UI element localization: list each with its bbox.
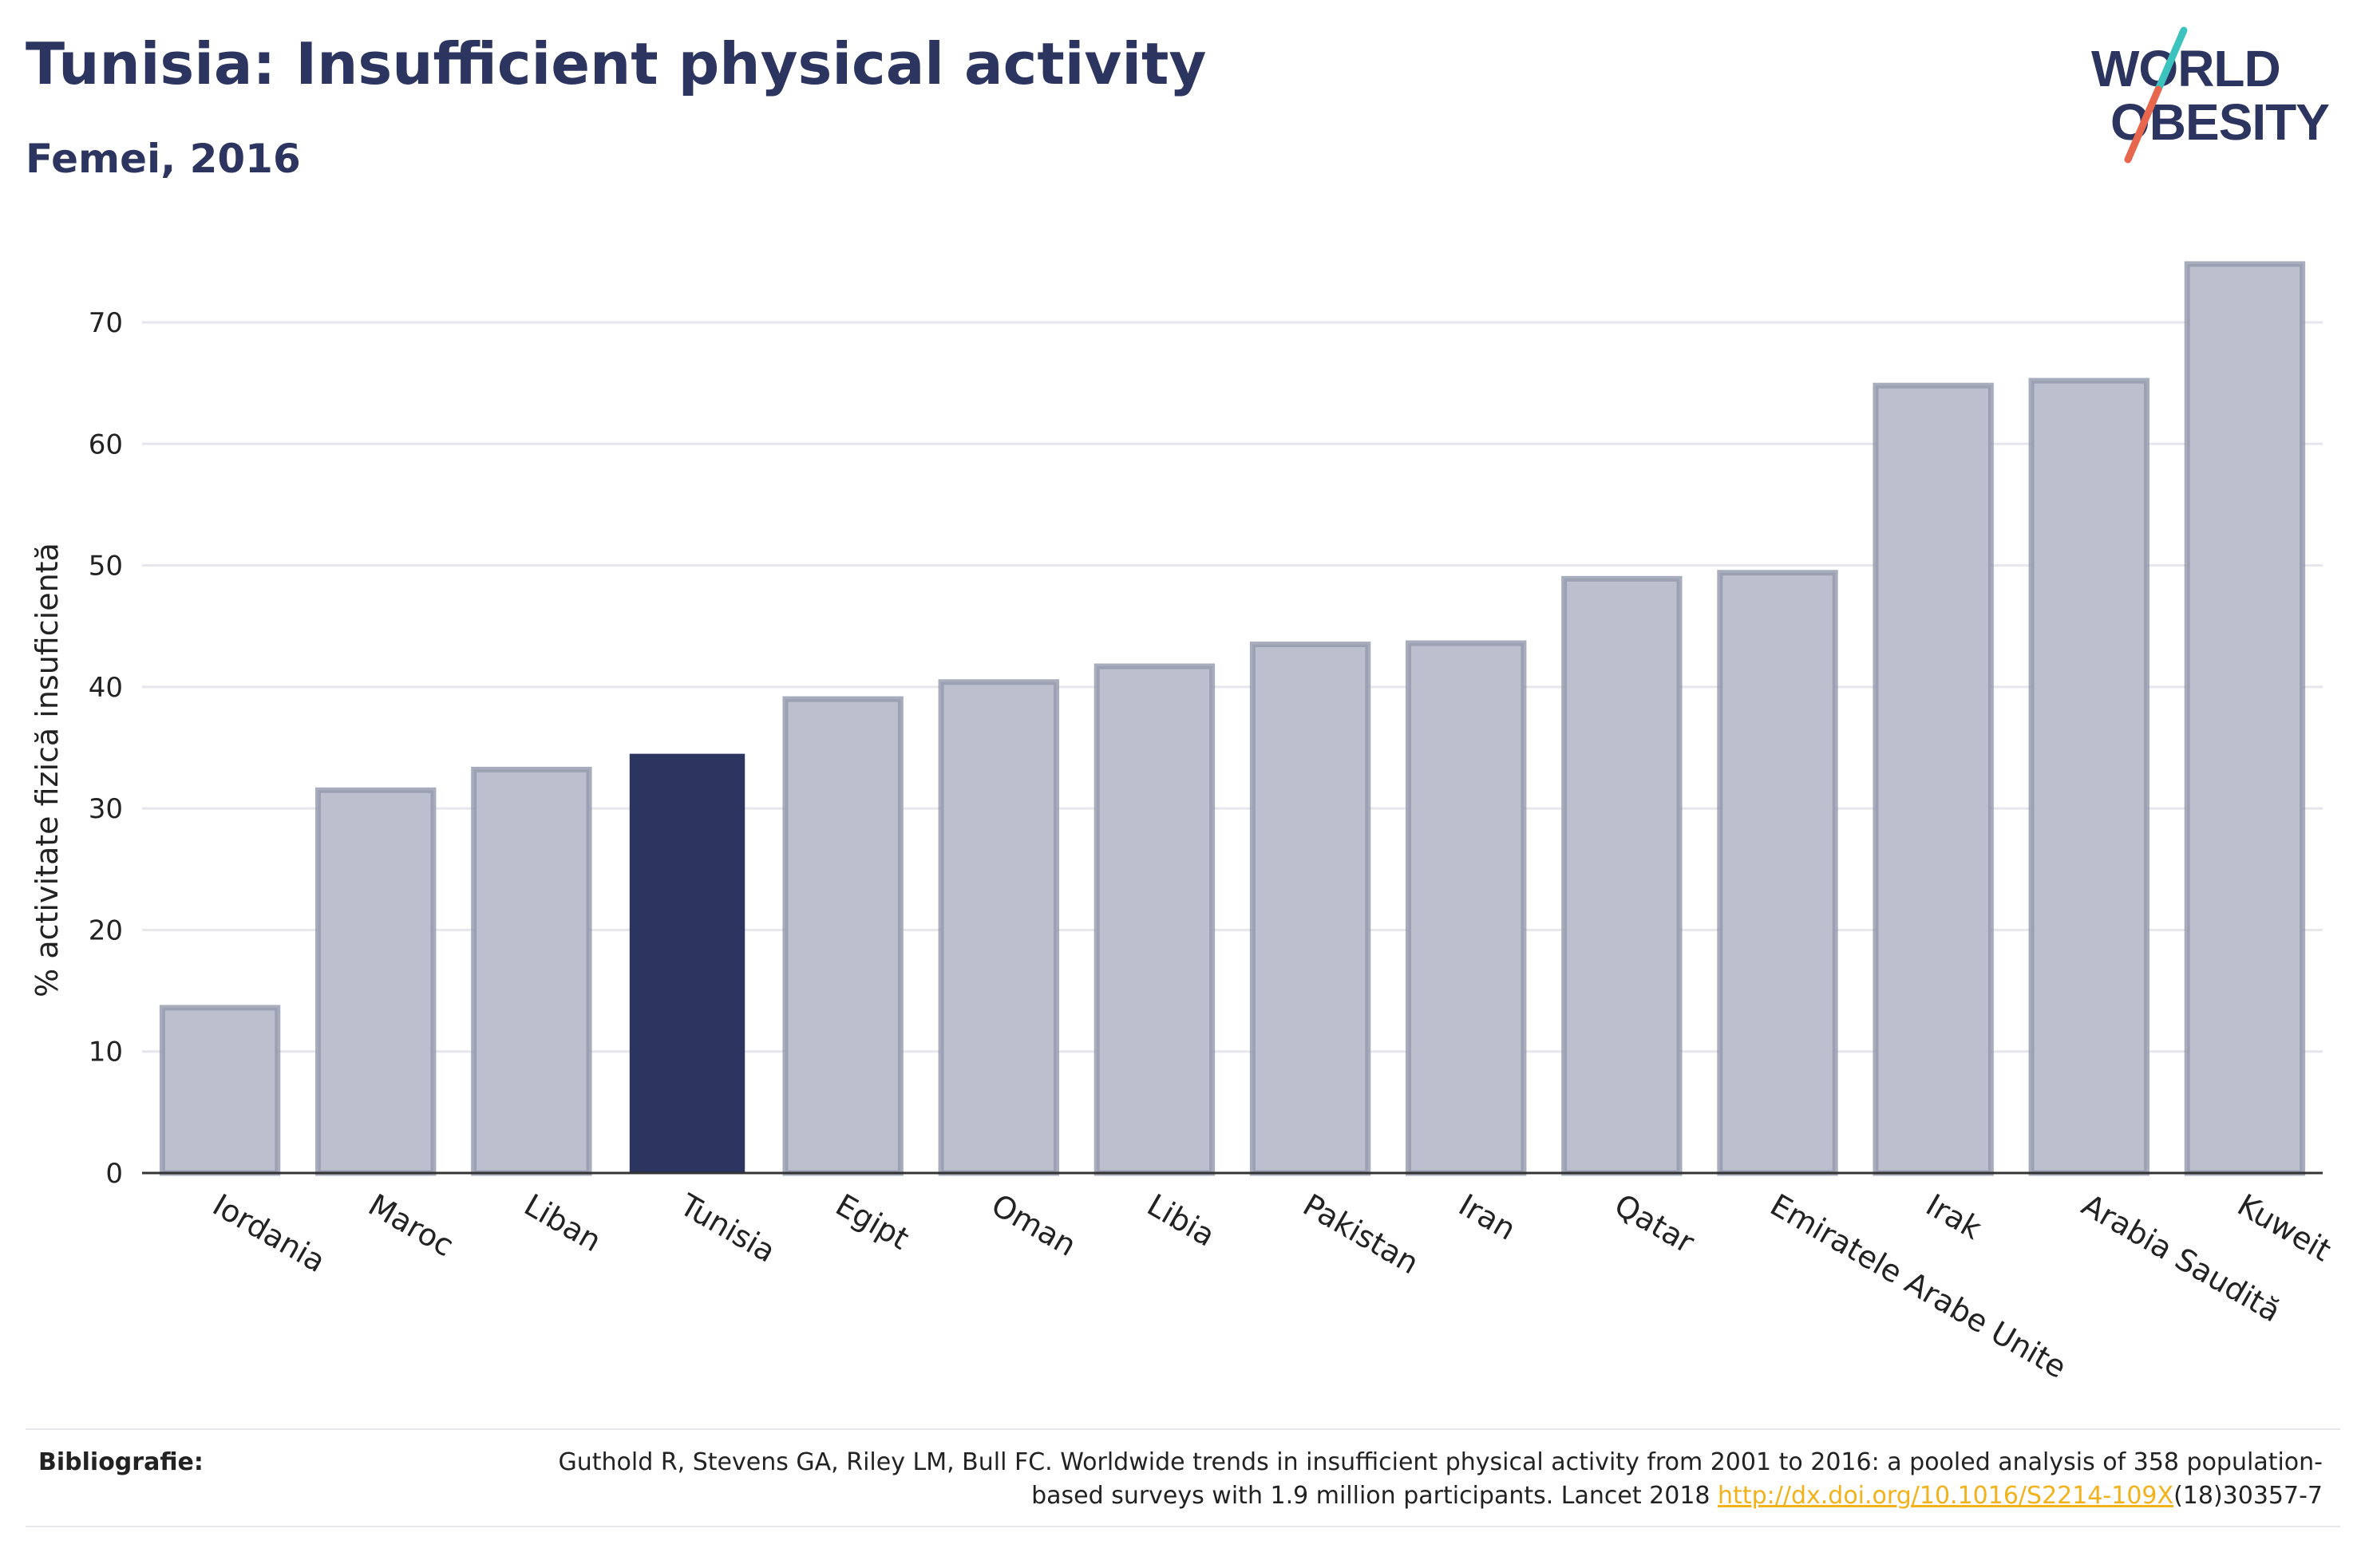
x-tick-label: Iordania [207,1187,331,1279]
bar-liban[interactable] [471,766,592,1176]
logo-slash-coral [2124,85,2162,164]
bar-oman[interactable] [938,679,1059,1176]
bar-qatar[interactable] [1561,575,1683,1176]
bars [159,261,2306,1176]
logo-text-world: WORLD [2091,40,2280,97]
bar-chart: 0 10 20 30 40 50 60 70 Iordania Maroc Liban Tunisia… [30,261,2337,1385]
y-tick-label: 20 [89,914,123,946]
chart-title: Tunisia: Insufficient physical activity [26,30,1207,97]
y-tick-label: 30 [89,793,123,825]
bibliography-citation-end: (18)30357-7 [2173,1482,2323,1510]
x-tick-label: Egipt [830,1187,916,1257]
x-tick-label: Liban [518,1187,607,1259]
x-tick-label: Qatar [1608,1187,1700,1261]
x-tick-label: Tunisia [674,1187,781,1270]
bibliography-citation: Guthold R, Stevens GA, Riley LM, Bull FC… [558,1448,2323,1510]
x-tick-label: Libia [1141,1187,1221,1254]
bar-iran[interactable] [1406,640,1527,1176]
y-tick-label: 70 [89,307,123,339]
bar-kuweit[interactable] [2184,261,2306,1176]
x-tick-label: Oman [986,1187,1082,1263]
y-tick-label: 0 [105,1158,123,1190]
x-tick-label: Irak [1920,1187,1987,1246]
bar-tunisia[interactable] [629,753,745,1173]
bar-irak[interactable] [1873,382,1994,1176]
x-tick-label: Emiratele Arabe Unite [1765,1187,2073,1385]
bar-arabia-saudită[interactable] [2028,377,2149,1176]
bibliography-link[interactable]: http://dx.doi.org/10.1016/S2214-109X [1718,1482,2174,1510]
footer-divider-bottom [26,1526,2340,1527]
y-tick-label: 10 [89,1037,123,1068]
y-tick-label: 60 [89,429,123,460]
bar-libia[interactable] [1093,663,1216,1176]
bar-egipt[interactable] [782,696,904,1176]
y-axis-title: % activitate fizică insuficientă [30,543,65,997]
x-tick-label: Maroc [362,1187,460,1264]
bibliography-label: Bibliografie: [38,1448,204,1476]
x-tick-label: Iran [1453,1187,1521,1247]
y-tick-label: 40 [89,672,123,704]
bibliography-text: Guthold R, Stevens GA, Riley LM, Bull FC… [487,1446,2323,1513]
bar-maroc[interactable] [315,787,437,1176]
logo-slash-teal [2154,26,2188,93]
x-tick-label: Pakistan [1297,1187,1425,1282]
x-tick-label: Kuweit [2232,1187,2337,1269]
bar-pakistan[interactable] [1249,642,1371,1176]
world-obesity-logo[interactable]: WORLD OBESITY [2075,16,2347,176]
chart-subtitle: Femei, 2016 [26,136,301,182]
y-tick-label: 50 [89,551,123,583]
footer-divider-top [26,1428,2340,1430]
grid-lines [142,321,2323,1053]
bar-iordania[interactable] [159,1005,281,1176]
bar-emiratele-arabe-unite[interactable] [1717,570,1838,1176]
